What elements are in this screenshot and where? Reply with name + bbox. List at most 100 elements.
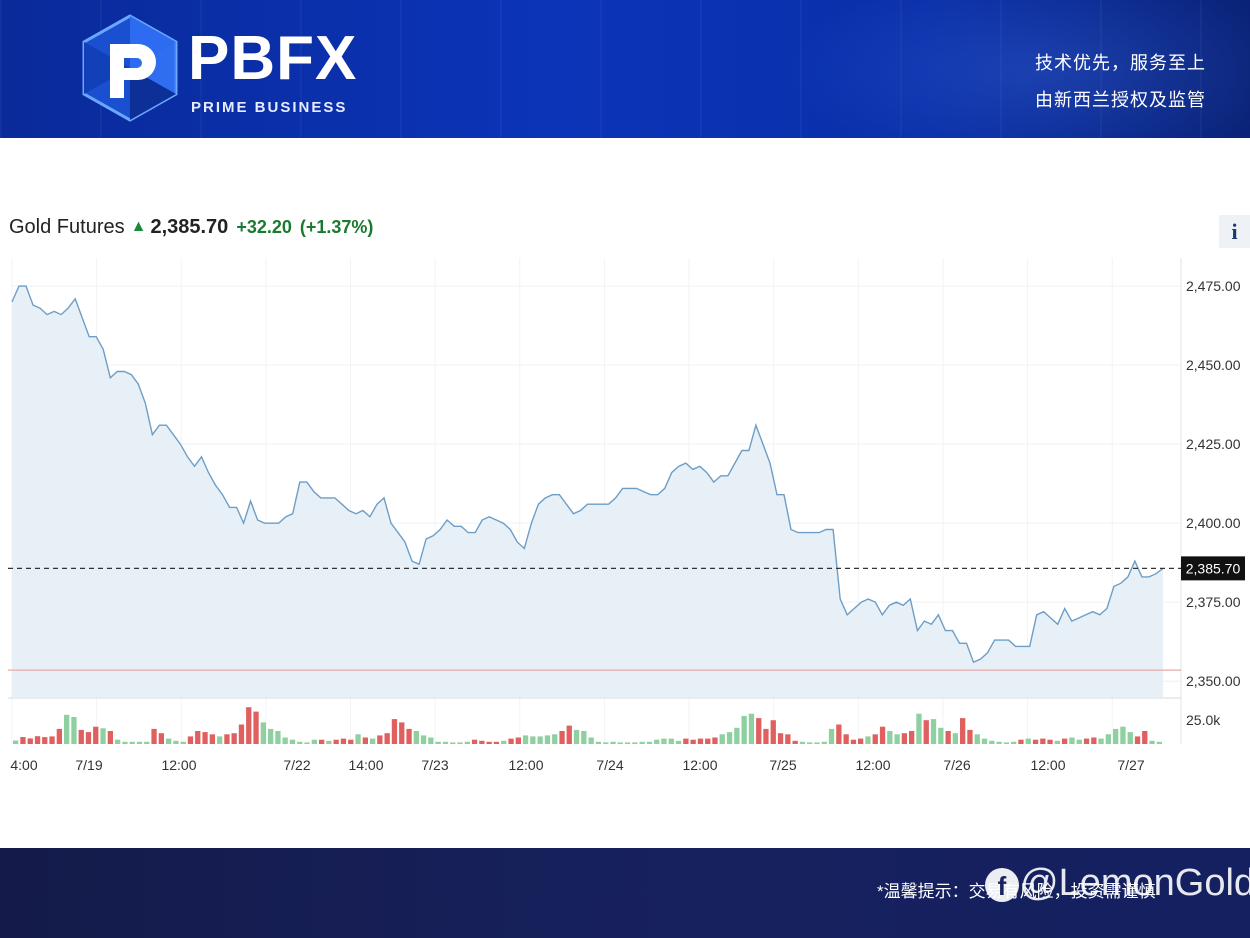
volume-bar xyxy=(705,738,711,744)
volume-bar xyxy=(646,741,653,744)
volume-bar xyxy=(719,734,725,744)
x-tick-label: 7/26 xyxy=(943,757,970,773)
y-tick-label: 2,475.00 xyxy=(1186,278,1241,294)
volume-bar xyxy=(661,738,667,744)
volume-bar xyxy=(384,733,390,744)
volume-bar xyxy=(1047,739,1053,744)
volume-bar xyxy=(1032,739,1039,744)
volume-bar xyxy=(544,735,551,744)
volume-bar xyxy=(319,739,325,744)
volume-bar xyxy=(909,731,915,744)
volume-bar xyxy=(1127,732,1133,744)
volume-bar xyxy=(675,740,682,744)
volume-bar xyxy=(348,739,354,744)
volume-bar xyxy=(814,742,820,744)
x-tick-label: 7/25 xyxy=(769,757,796,773)
y-tick-label: 2,425.00 xyxy=(1186,436,1241,452)
volume-bar xyxy=(595,741,602,744)
footer-banner xyxy=(0,848,1250,938)
volume-bar xyxy=(362,737,368,744)
volume-bar xyxy=(158,733,164,744)
volume-bar xyxy=(173,740,179,744)
volume-bar xyxy=(610,741,616,744)
volume-bar xyxy=(333,739,339,744)
volume-bar xyxy=(865,736,871,744)
volume-bar xyxy=(581,731,587,744)
volume-bar xyxy=(442,741,449,744)
volume-bar xyxy=(260,722,266,744)
volume-bar xyxy=(56,728,62,744)
volume-bar xyxy=(632,742,638,744)
volume-bar xyxy=(1025,738,1031,744)
volume-bar xyxy=(603,742,609,744)
last-price-tag-bg xyxy=(1181,556,1245,581)
x-tick-label: 7/24 xyxy=(596,757,623,773)
volume-bar xyxy=(107,731,113,744)
volume-bar xyxy=(85,732,92,744)
volume-bar xyxy=(195,731,201,744)
volume-bar xyxy=(573,729,580,744)
volume-bar xyxy=(1062,738,1068,744)
volume-tick-label: 25.0k xyxy=(1186,712,1221,728)
volume-bar xyxy=(399,722,405,744)
volume-bar xyxy=(566,725,572,744)
volume-bar xyxy=(253,711,259,744)
volume-bar xyxy=(726,732,733,744)
volume-bar xyxy=(49,736,55,744)
last-price-tag-label: 2,385.70 xyxy=(1186,560,1241,576)
brand-subtitle: PRIME BUSINESS xyxy=(191,99,348,116)
watermark-text: @LemonGold xyxy=(1020,862,1250,904)
volume-bar xyxy=(457,742,463,744)
volume-bar xyxy=(945,731,951,744)
volume-bar xyxy=(202,732,208,744)
volume-bar xyxy=(683,738,689,744)
volume-bar xyxy=(13,740,19,744)
x-tick-label: 12:00 xyxy=(682,757,717,773)
volume-bar xyxy=(391,719,398,744)
volume-bar xyxy=(697,738,704,744)
volume-bar xyxy=(989,740,995,744)
volume-bar xyxy=(690,739,696,744)
volume-bar xyxy=(355,734,361,744)
volume-bar xyxy=(1105,734,1111,744)
volume-bar xyxy=(1120,726,1126,744)
volume-bar xyxy=(872,734,878,744)
y-tick-label: 2,375.00 xyxy=(1186,594,1241,610)
volume-bar xyxy=(996,741,1002,744)
volume-bar xyxy=(1040,738,1046,744)
price-change: +32.20 xyxy=(236,216,292,237)
price-area xyxy=(12,286,1163,697)
volume-bar xyxy=(508,738,514,744)
volume-bar xyxy=(756,718,762,744)
x-tick-label: 7/22 xyxy=(283,757,310,773)
volume-bar xyxy=(879,726,886,744)
volume-bar xyxy=(217,736,223,744)
info-icon[interactable]: i xyxy=(1219,215,1250,248)
volume-bar xyxy=(952,733,958,744)
volume-bar xyxy=(238,724,245,744)
volume-bar xyxy=(166,738,172,744)
volume-bar xyxy=(479,740,485,744)
volume-bar xyxy=(42,737,48,744)
volume-bar xyxy=(326,740,332,744)
x-tick-label: 12:00 xyxy=(508,757,543,773)
header-banner: PBFX PRIME BUSINESS 技术优先，服务至上 由新西兰授权及监管 xyxy=(0,0,1250,138)
volume-bar xyxy=(530,736,536,744)
volume-bar xyxy=(420,735,427,744)
instrument-name: Gold Futures xyxy=(9,215,125,238)
volume-bar xyxy=(1142,731,1148,744)
volume-bar xyxy=(887,731,893,744)
x-tick-label: 12:00 xyxy=(161,757,196,773)
volume-bar xyxy=(428,737,434,744)
volume-bar xyxy=(304,742,310,744)
x-tick-label: 4:00 xyxy=(10,757,37,773)
volume-bar xyxy=(836,724,842,744)
volume-bar xyxy=(100,728,106,744)
volume-bar xyxy=(136,741,143,744)
volume-bar xyxy=(654,739,660,744)
volume-bar xyxy=(1011,741,1017,744)
volume-bar xyxy=(792,740,798,744)
volume-bar xyxy=(828,728,835,744)
volume-bar xyxy=(71,717,77,744)
y-axis: 2,475.00 2,450.00 2,425.00 2,400.00 2,375.00… xyxy=(1186,278,1241,728)
